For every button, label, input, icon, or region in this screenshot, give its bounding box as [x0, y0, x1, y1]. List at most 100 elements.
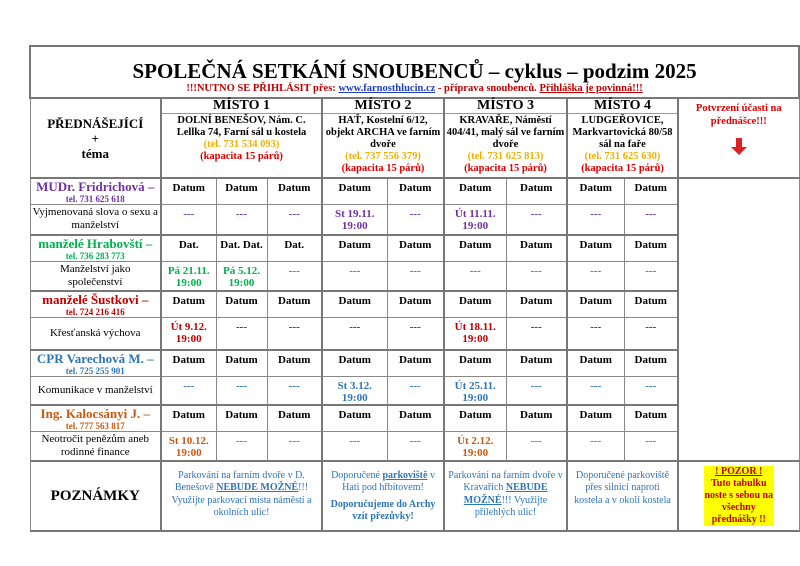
speaker-cell: manželé Hrabovští – tel. 736 283 773 [29, 234, 162, 262]
topic-cell: Vyjmenovaná slova o sexu a manželství [29, 204, 162, 236]
speaker-cell: CPR Varechová M. – tel. 725 255 901 [29, 349, 162, 377]
note-place-4: Doporučené parkoviště přes silnici napro… [566, 460, 679, 532]
speaker-row: manželé Šustkovi – tel. 724 216 416 Datum D… [29, 290, 799, 318]
note-emphasis: NEBUDE MOŽNÉ [463, 482, 548, 506]
date-header: Datum [623, 234, 679, 262]
topic-row: Manželství jako společenství Pá 21.11. 19… [29, 260, 800, 292]
topic-row: Vyjmenovaná slova o sexu a manželství ---… [29, 204, 800, 236]
date-header: Datum [566, 234, 625, 262]
empty-slot: --- [505, 317, 568, 351]
empty-slot: --- [266, 260, 323, 292]
note-place-1: Parkování na farním dvoře v D. Benešově … [160, 460, 323, 532]
date-header: Datum [386, 177, 445, 205]
speaker-tel: tel. 725 255 901 [65, 365, 125, 376]
empty-slot: --- [623, 260, 679, 292]
session-date[interactable]: Pá 5.12. 19:00 [215, 260, 268, 292]
topic-row: Komunikace v manželství --- --- --- St 3.12.… [29, 375, 800, 406]
empty-slot: --- [386, 260, 445, 292]
topic-cell: Neotročit penězům aneb rodinné finance [29, 431, 162, 462]
website-link[interactable]: www.farnosthlucin.cz [338, 83, 436, 94]
speaker-row: CPR Varechová M. – tel. 725 255 901 Datum D… [29, 349, 799, 377]
empty-slot: --- [623, 375, 679, 406]
session-date[interactable]: Út 18.11. 19:00 [443, 317, 507, 351]
place-tel: (tel. 731 534 093) [203, 139, 280, 150]
session-date[interactable]: Út 9.12. 19:00 [160, 317, 217, 351]
date-header: Datum [266, 290, 323, 318]
speaker-name: MUDr. Fridrichová – [36, 179, 155, 194]
date-header: Datum [623, 404, 679, 432]
speaker-tel: tel. 724 216 416 [65, 307, 125, 317]
date-header: Datum [566, 404, 625, 432]
date-header: Datum [443, 404, 507, 432]
place-tel: (tel. 731 625 813) [467, 151, 544, 162]
empty-slot: --- [386, 204, 445, 236]
topic-cell: Manželství jako společenství [29, 260, 162, 292]
date-header: Datum [386, 290, 445, 318]
session-date[interactable]: Út 25.11. 19:00 [443, 375, 507, 406]
date-header: Datum [215, 290, 268, 318]
date-header: Datum [623, 177, 679, 205]
speaker-tel: tel. 731 625 618 [65, 194, 125, 204]
empty-slot: --- [443, 260, 507, 292]
confirmation-column[interactable] [677, 177, 800, 461]
empty-slot: --- [623, 204, 679, 236]
title-cell: SPOLEČNÁ SETKÁNÍ SNOUBENCŮ – cyklus – po… [28, 45, 800, 99]
place-capacity: (kapacita 15 párů) [464, 163, 547, 174]
empty-slot: --- [566, 317, 625, 351]
warning-text: Tuto tabulku noste s sebou na všechny př… [704, 477, 774, 525]
date-header: Datum [505, 234, 568, 262]
session-date[interactable]: Pá 21.11. 19:00 [160, 260, 217, 292]
topic-cell: Komunikace v manželství [29, 375, 162, 406]
empty-slot: --- [266, 317, 323, 351]
empty-slot: --- [566, 260, 625, 292]
empty-slot: --- [386, 375, 445, 406]
speaker-header: PŘEDNÁŠEJÍCÍ + téma [29, 97, 162, 179]
date-header: Datum [215, 404, 268, 432]
date-header: Datum [160, 290, 217, 318]
note-emphasis: parkoviště [382, 469, 428, 481]
empty-slot: --- [505, 375, 568, 406]
empty-slot: --- [505, 260, 568, 292]
session-date[interactable]: Út 11.11. 19:00 [443, 204, 507, 236]
date-header: Datum [623, 349, 679, 377]
date-header: Datum [443, 290, 507, 318]
date-header: Dat. Dat. [215, 234, 268, 262]
date-header: Datum [215, 349, 268, 377]
warning-title: ! POZOR ! [715, 465, 763, 477]
arrow-down-head-icon [730, 147, 747, 155]
place-name: MÍSTO 2 [323, 99, 443, 114]
date-header: Datum [160, 404, 217, 432]
confirmation-text: Potvrzení účasti na přednášce!!! [695, 103, 782, 127]
schedule-table: SPOLEČNÁ SETKÁNÍ SNOUBENCŮ – cyklus – po… [28, 45, 800, 532]
session-date[interactable]: St 10.12. 19:00 [160, 431, 217, 462]
session-date[interactable]: St 3.12. 19:00 [321, 375, 388, 406]
date-header: Datum [321, 349, 388, 377]
date-header: Datum [386, 404, 445, 432]
note-bold: Doporučujeme do Archy vzít přezůvky! [330, 498, 436, 523]
date-header: Datum [266, 177, 323, 205]
header-plus: + [91, 130, 99, 146]
subtitle: !!!NUTNO SE PŘIHLÁSIT přes: www.farnosth… [33, 83, 796, 95]
place-tel: (tel. 737 556 379) [345, 151, 421, 162]
empty-slot: --- [266, 204, 323, 236]
speaker-cell: Ing. Kalocsányi J. – tel. 777 563 817 [29, 404, 162, 432]
place-4-header: MÍSTO 4 LUDGEŘOVICE, Markvartovická 80/5… [566, 97, 679, 179]
session-date[interactable]: St 19.11. 19:00 [321, 204, 388, 236]
note-place-3: Parkování na farním dvoře v Kravařích NE… [443, 460, 568, 532]
place-capacity: (kapacita 15 párů) [581, 163, 664, 174]
empty-slot: --- [386, 317, 445, 351]
date-header: Datum [505, 404, 568, 432]
note-text: v Hati pod hřbitovem! [342, 469, 435, 494]
place-capacity: (kapacita 15 párů) [200, 151, 283, 162]
page-title: SPOLEČNÁ SETKÁNÍ SNOUBENCŮ – cyklus – po… [132, 59, 697, 83]
date-header: Datum [443, 234, 507, 262]
place-2-header: MÍSTO 2 HAŤ, Kostelní 6/12, objekt ARCHA… [321, 97, 445, 179]
header-topic: téma [81, 145, 109, 161]
warning-cell: ! POZOR ! Tuto tabulku noste s sebou na v… [677, 460, 800, 532]
empty-slot: --- [215, 431, 268, 462]
topic-row: Neotročit penězům aneb rodinné finance St… [29, 431, 800, 462]
date-header: Datum [321, 234, 388, 262]
note-text: !!! Využijte parkovací místa náměstí a o… [171, 482, 312, 518]
session-date[interactable]: Út 2.12. 19:00 [443, 431, 507, 462]
date-header: Datum [266, 404, 323, 432]
